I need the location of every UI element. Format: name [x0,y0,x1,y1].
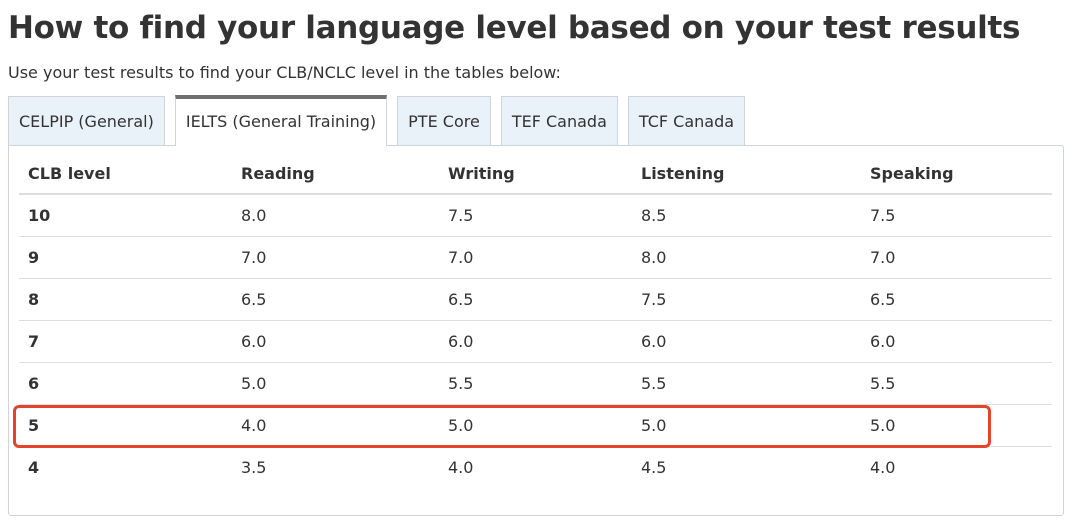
table-row: 8 6.5 6.5 7.5 6.5 [19,278,1052,321]
test-tabs: CELPIP (General) IELTS (General Training… [8,95,755,146]
cell-clb-level: 10 [19,194,232,237]
tab-ielts-general-training[interactable]: IELTS (General Training) [174,95,388,146]
cell-clb-level: 4 [28,458,40,477]
cell-clb-level: 8 [19,278,232,321]
cell-reading: 4.0 [232,404,439,447]
tab-tef-canada[interactable]: TEF Canada [500,96,618,146]
header-listening: Listening [632,153,861,195]
cell-writing: 5.5 [439,362,632,405]
cell-reading: 6.0 [232,320,439,363]
table-row: 9 7.0 7.0 8.0 7.0 [19,236,1052,279]
tab-celpip-general[interactable]: CELPIP (General) [8,96,165,146]
table-row-highlighted: 5 4.0 5.0 5.0 5.0 [19,404,1052,447]
cell-speaking: 5.0 [861,404,1052,447]
cell-clb-level: 7 [19,320,232,363]
cell-writing: 6.5 [439,278,632,321]
cell-reading: 3.5 [241,458,267,477]
cell-listening: 5.5 [632,362,861,405]
table-row: 10 8.0 7.5 8.5 7.5 [19,194,1052,237]
header-clb-level: CLB level [19,153,232,195]
cell-writing: 7.0 [439,236,632,279]
cell-speaking: 7.0 [861,236,1052,279]
table-row: 7 6.0 6.0 6.0 6.0 [19,320,1052,363]
cell-writing: 5.0 [439,404,632,447]
cell-listening: 7.5 [632,278,861,321]
table-header-row: CLB level Reading Writing Listening Spea… [19,153,1052,195]
cell-clb-level: 6 [19,362,232,405]
table-row: 4 3.5 4.0 4.5 4.0 [19,447,1052,489]
cell-reading: 7.0 [232,236,439,279]
cell-speaking: 5.5 [861,362,1052,405]
intro-text: Use your test results to find your CLB/N… [8,63,561,82]
cell-clb-level: 5 [19,404,232,447]
cell-listening: 8.0 [632,236,861,279]
cell-listening: 6.0 [632,320,861,363]
cell-writing: 7.5 [439,194,632,237]
cell-listening: 4.5 [641,458,667,477]
table-row: 6 5.0 5.5 5.5 5.5 [19,362,1052,405]
tab-pte-core[interactable]: PTE Core [397,96,491,146]
cell-speaking: 6.5 [861,278,1052,321]
cell-speaking: 6.0 [861,320,1052,363]
header-speaking: Speaking [861,153,1052,195]
tab-panel-ielts: CLB level Reading Writing Listening Spea… [8,145,1064,516]
clb-results-table: CLB level Reading Writing Listening Spea… [19,153,1052,488]
cell-clb-level: 9 [19,236,232,279]
cell-reading: 8.0 [232,194,439,237]
tab-tcf-canada[interactable]: TCF Canada [627,96,746,146]
page-title: How to find your language level based on… [8,10,1021,46]
cell-writing: 4.0 [448,458,474,477]
cell-speaking: 7.5 [861,194,1052,237]
cell-listening: 8.5 [632,194,861,237]
header-writing: Writing [439,153,632,195]
cell-reading: 5.0 [232,362,439,405]
cell-listening: 5.0 [632,404,861,447]
cell-writing: 6.0 [439,320,632,363]
header-reading: Reading [232,153,439,195]
cell-reading: 6.5 [232,278,439,321]
cell-speaking: 4.0 [870,458,896,477]
